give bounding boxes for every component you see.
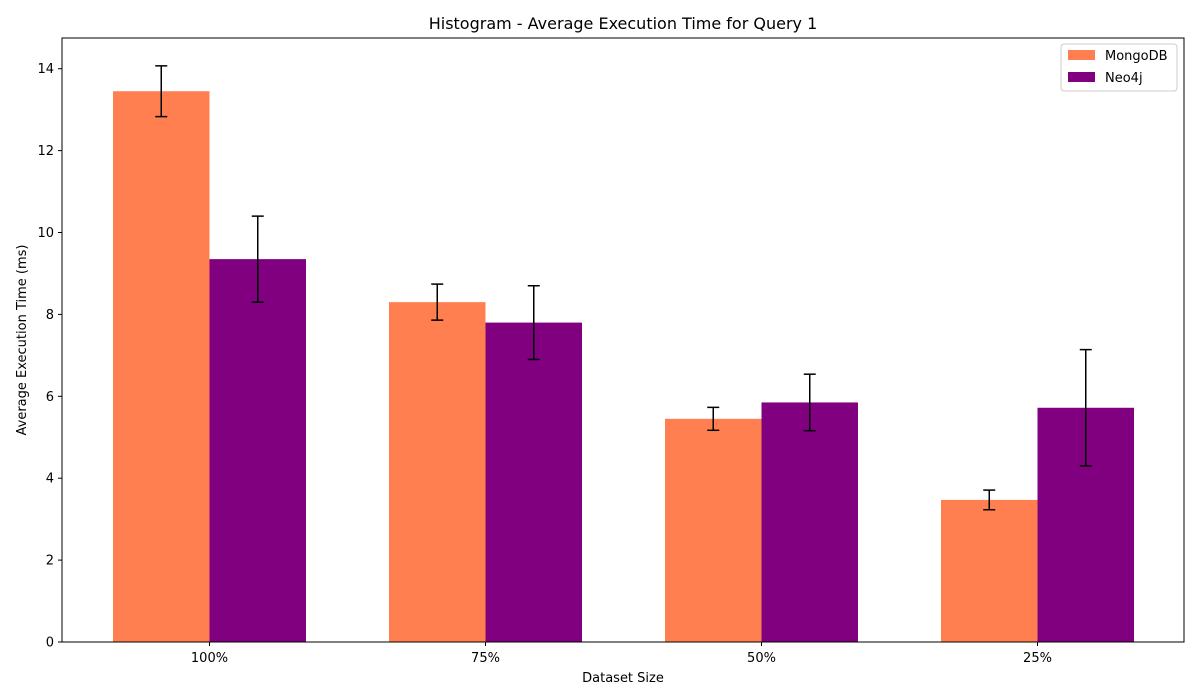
y-tick-label-14: 14	[37, 62, 54, 77]
bar-mongodb-1	[389, 302, 486, 642]
bars-layer	[113, 91, 1134, 643]
legend-swatch-mongodb	[1068, 50, 1095, 60]
y-tick-label-8: 8	[46, 308, 54, 323]
x-axis-label: Dataset Size	[582, 671, 664, 686]
error-bars-layer	[155, 65, 1092, 511]
legend-label-neo4j: Neo4j	[1105, 71, 1143, 86]
x-tick-label-3: 25%	[1023, 651, 1052, 666]
bar-mongodb-3	[941, 499, 1038, 642]
plot-frame	[61, 37, 1185, 643]
legend-label-mongodb: MongoDB	[1105, 49, 1168, 64]
y-tick-label-12: 12	[37, 144, 54, 159]
x-tick-label-1: 75%	[471, 651, 500, 666]
x-tick-label-0: 100%	[191, 651, 228, 666]
chart-title: Histogram - Average Execution Time for Q…	[429, 14, 818, 33]
y-tick-label-10: 10	[37, 226, 54, 241]
x-tick-label-2: 50%	[747, 651, 776, 666]
y-tick-label-6: 6	[46, 390, 54, 405]
x-axis-ticks: 100% 75% 50% 25%	[191, 642, 1052, 666]
bar-mongodb-2	[665, 418, 762, 642]
bar-neo4j-2	[761, 402, 858, 642]
bar-mongodb-0	[113, 91, 210, 643]
y-axis-ticks: 0 2 4 6 8 10 12 14	[37, 62, 62, 651]
y-tick-label-4: 4	[46, 472, 54, 487]
y-tick-label-2: 2	[46, 554, 54, 569]
bar-neo4j-0	[209, 259, 306, 642]
bar-neo4j-1	[485, 322, 582, 642]
y-tick-label-0: 0	[46, 636, 54, 651]
legend-swatch-neo4j	[1068, 72, 1095, 82]
legend: MongoDB Neo4j	[1060, 43, 1178, 92]
y-axis-label: Average Execution Time (ms)	[15, 245, 30, 436]
